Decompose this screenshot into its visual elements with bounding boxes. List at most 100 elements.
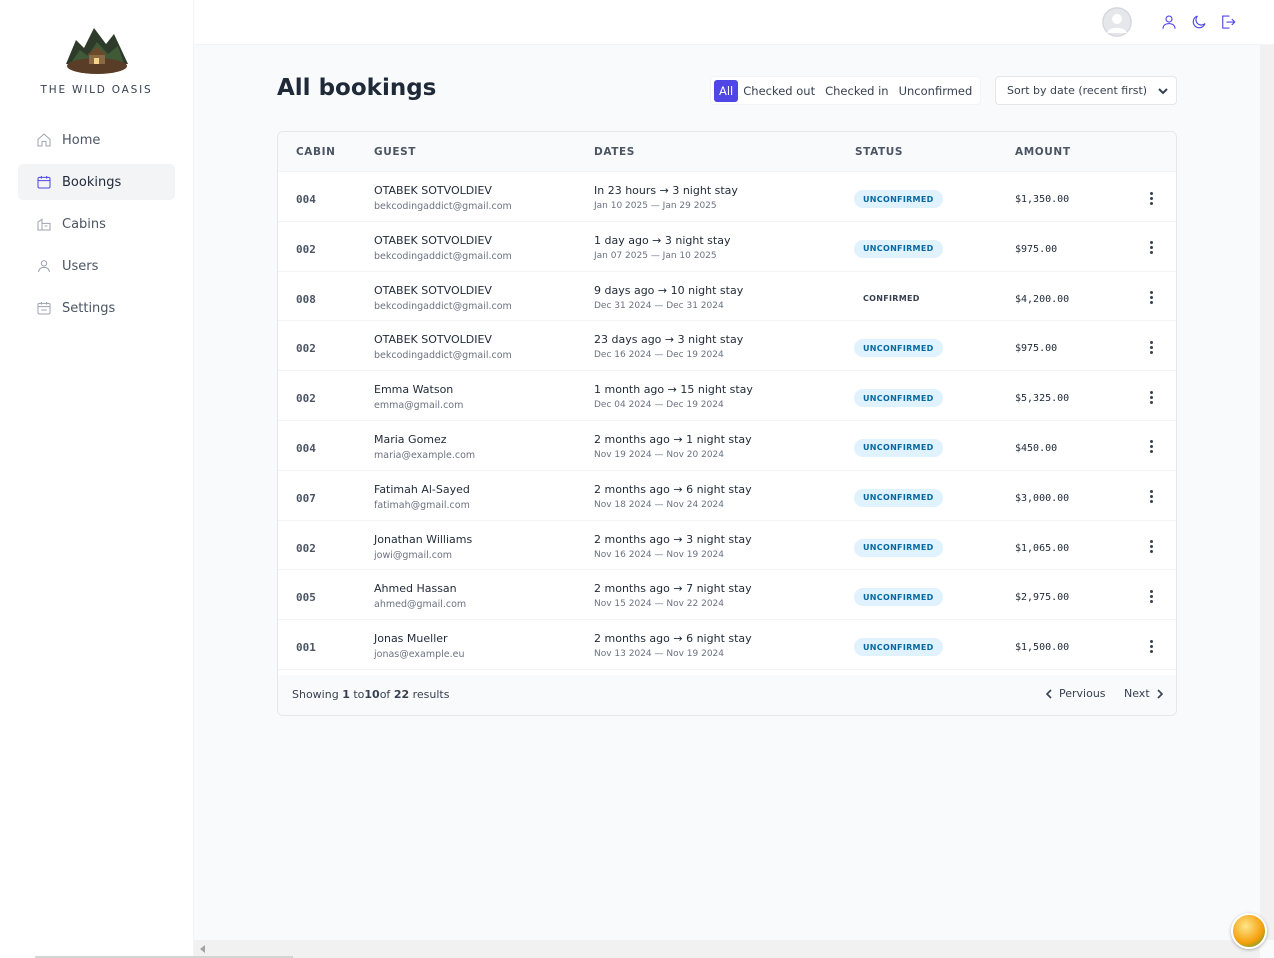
date-range: Jan 07 2025 — Jan 10 2025 xyxy=(594,250,717,261)
settings-icon xyxy=(37,302,51,315)
dot xyxy=(1149,395,1153,399)
logo-icon xyxy=(65,28,128,74)
bookings-table: CABIN GUEST DATES STATUS AMOUNT 004 OTABE… xyxy=(277,131,1177,716)
filter-all-button[interactable]: All xyxy=(714,79,739,102)
sort-select[interactable]: Sort by date (recent first) xyxy=(995,76,1177,105)
cabin-number: 001 xyxy=(296,641,316,655)
next-page-button[interactable]: Next xyxy=(1124,687,1165,700)
dot xyxy=(1149,296,1153,300)
row-menu-button[interactable] xyxy=(1142,587,1160,605)
guest-cell: OTABEK SOTVOLDIEV bekcodingaddict@gmail.c… xyxy=(374,333,512,361)
summary-from: 1 xyxy=(342,688,350,701)
guest-name: Fatimah Al-Sayed xyxy=(374,482,470,496)
row-menu-button[interactable] xyxy=(1142,488,1160,506)
user-icon xyxy=(38,260,50,273)
dot xyxy=(1149,400,1153,404)
filter-checked-in-button[interactable]: Checked in xyxy=(825,83,889,98)
filter-checked-out-button[interactable]: Checked out xyxy=(743,83,816,98)
sidebar-item-cabins[interactable]: Cabins xyxy=(18,206,175,242)
guest-email: ahmed@gmail.com xyxy=(374,599,467,611)
cabin-number: 004 xyxy=(296,441,316,455)
row-menu-button[interactable] xyxy=(1142,538,1160,556)
sidebar-item-users[interactable]: Users xyxy=(18,248,175,284)
extension-badge-icon[interactable] xyxy=(1231,913,1267,949)
guest-cell: Jonathan Williams jowi@gmail.com xyxy=(374,533,472,561)
dot xyxy=(1149,390,1153,394)
guest-name: OTABEK SOTVOLDIEV xyxy=(374,283,492,297)
home-icon xyxy=(37,133,51,147)
row-menu-button[interactable] xyxy=(1142,637,1160,655)
column-header-amount: AMOUNT xyxy=(1015,146,1071,158)
stay-summary: 2 months ago → 6 night stay xyxy=(594,482,752,496)
stay-summary: 9 days ago → 10 night stay xyxy=(594,283,744,297)
guest-name: Emma Watson xyxy=(374,383,454,397)
amount: $450.00 xyxy=(1015,442,1058,454)
row-menu-button[interactable] xyxy=(1142,388,1160,406)
stay-summary: 1 day ago → 3 night stay xyxy=(594,233,731,247)
logo[interactable]: THE WILD OASIS xyxy=(0,0,193,96)
stay-summary: 23 days ago → 3 night stay xyxy=(594,333,744,347)
row-menu-button[interactable] xyxy=(1142,239,1160,257)
dates-cell: 1 day ago → 3 night stay Jan 07 2025 — Ja… xyxy=(594,234,730,261)
pagination-summary: Showing 1 to10of 22 results xyxy=(292,688,449,701)
vertical-scrollbar[interactable] xyxy=(1260,45,1274,940)
dot xyxy=(1149,241,1153,245)
stay-summary: 2 months ago → 7 night stay xyxy=(594,582,752,596)
dates-cell: 1 month ago → 15 night stay Dec 04 2024 —… xyxy=(594,383,753,410)
sidebar: THE WILD OASIS Home Bookings Cabins User… xyxy=(0,0,194,958)
chevron-left-icon xyxy=(1045,688,1052,699)
amount: $4,200.00 xyxy=(1015,293,1070,305)
status-badge: UNCONFIRMED xyxy=(854,438,943,457)
row-menu-button[interactable] xyxy=(1142,289,1160,307)
status-badge: UNCONFIRMED xyxy=(854,638,943,657)
date-range: Nov 13 2024 — Nov 19 2024 xyxy=(594,649,725,660)
table-row: 005 Ahmed Hassan ahmed@gmail.com 2 months a… xyxy=(278,570,1176,621)
dates-cell: 2 months ago → 6 night stay Nov 13 2024 —… xyxy=(594,632,752,659)
divider xyxy=(35,956,293,958)
dot xyxy=(1149,440,1153,444)
amount: $975.00 xyxy=(1015,343,1058,355)
dot xyxy=(1149,495,1153,499)
user-icon[interactable] xyxy=(1160,13,1178,31)
guest-cell: Fatimah Al-Sayed fatimah@gmail.com xyxy=(374,483,470,511)
horizontal-scrollbar[interactable] xyxy=(194,940,1260,958)
date-range: Nov 15 2024 — Nov 22 2024 xyxy=(594,599,725,610)
row-menu-button[interactable] xyxy=(1142,338,1160,356)
amount: $2,975.00 xyxy=(1015,592,1070,604)
dot xyxy=(1149,251,1153,255)
filter-unconfirmed-button[interactable]: Unconfirmed xyxy=(898,83,973,98)
moon-icon[interactable] xyxy=(1190,13,1208,31)
table-header: CABIN GUEST DATES STATUS AMOUNT xyxy=(278,132,1176,172)
sidebar-item-settings[interactable]: Settings xyxy=(18,290,175,326)
table-row: 002 Emma Watson emma@gmail.com 1 month ago … xyxy=(278,371,1176,421)
logout-icon[interactable] xyxy=(1219,13,1237,31)
table-row: 007 Fatimah Al-Sayed fatimah@gmail.com 2 mo… xyxy=(278,471,1176,521)
status-badge: UNCONFIRMED xyxy=(854,239,943,258)
sidebar-item-label: Bookings xyxy=(62,174,122,190)
dot xyxy=(1149,196,1153,200)
sidebar-item-home[interactable]: Home xyxy=(18,122,175,158)
status-badge: CONFIRMED xyxy=(863,294,920,304)
dot xyxy=(1149,450,1153,454)
scroll-left-icon[interactable] xyxy=(200,945,205,953)
row-menu-button[interactable] xyxy=(1142,438,1160,456)
dot xyxy=(1149,550,1153,554)
guest-cell: Ahmed Hassan ahmed@gmail.com xyxy=(374,582,466,610)
date-range: Dec 04 2024 — Dec 19 2024 xyxy=(594,400,724,411)
amount: $3,000.00 xyxy=(1015,492,1070,504)
dates-cell: In 23 hours → 3 night stay Jan 10 2025 — … xyxy=(594,184,738,211)
guest-name: Maria Gomez xyxy=(374,432,447,446)
dates-cell: 23 days ago → 3 night stay Dec 16 2024 — … xyxy=(594,333,743,360)
brand-name: THE WILD OASIS xyxy=(40,84,153,96)
cabin-number: 002 xyxy=(296,392,316,406)
avatar[interactable] xyxy=(1102,7,1132,37)
dot xyxy=(1149,589,1153,593)
stay-summary: 2 months ago → 6 night stay xyxy=(594,632,752,646)
previous-label: Pervious xyxy=(1059,687,1106,700)
sidebar-item-bookings[interactable]: Bookings xyxy=(18,164,175,200)
previous-page-button[interactable]: Pervious xyxy=(1044,687,1106,700)
dates-cell: 9 days ago → 10 night stay Dec 31 2024 — … xyxy=(594,284,743,311)
guest-cell: OTABEK SOTVOLDIEV bekcodingaddict@gmail.c… xyxy=(374,184,512,212)
dates-cell: 2 months ago → 7 night stay Nov 15 2024 —… xyxy=(594,582,752,609)
row-menu-button[interactable] xyxy=(1142,189,1160,207)
